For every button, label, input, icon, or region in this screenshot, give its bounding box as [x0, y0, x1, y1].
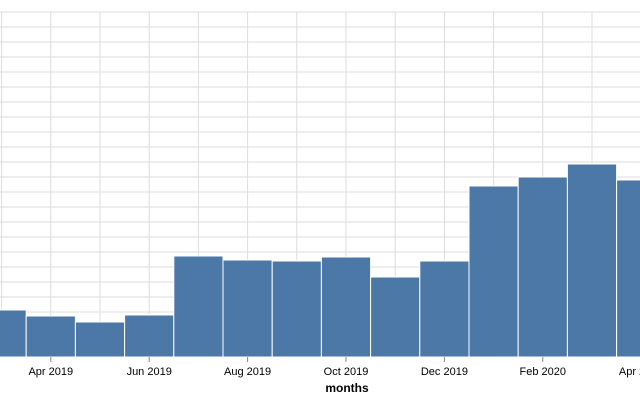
x-tick-label: Apr 2019 — [28, 366, 73, 378]
bar — [74, 321, 126, 358]
bar — [616, 179, 640, 358]
bar — [222, 259, 273, 358]
bars — [0, 163, 640, 358]
x-tick-label: Jun 2019 — [127, 366, 172, 378]
bar — [173, 255, 224, 358]
bar — [517, 176, 568, 358]
x-axis-ticks: Apr 2019 Jun 2019 Aug 2019 Oct 2019 Dec 2019… — [28, 357, 640, 378]
bar — [566, 163, 618, 358]
bar — [124, 314, 175, 358]
x-tick-label: Aug 2019 — [224, 366, 271, 378]
bar — [0, 309, 27, 358]
x-tick-label: Dec 2019 — [421, 366, 468, 378]
x-tick-label: Apr 2020 — [619, 366, 640, 378]
bar — [419, 260, 470, 358]
bar — [320, 256, 372, 358]
bar — [370, 276, 421, 358]
bar — [271, 260, 322, 358]
bar — [468, 185, 519, 358]
x-axis-title: months — [325, 381, 369, 395]
x-tick-label: Feb 2020 — [520, 366, 566, 378]
x-tick-label: Oct 2019 — [324, 366, 369, 378]
bar — [25, 315, 76, 358]
grid-lines — [0, 11, 640, 358]
